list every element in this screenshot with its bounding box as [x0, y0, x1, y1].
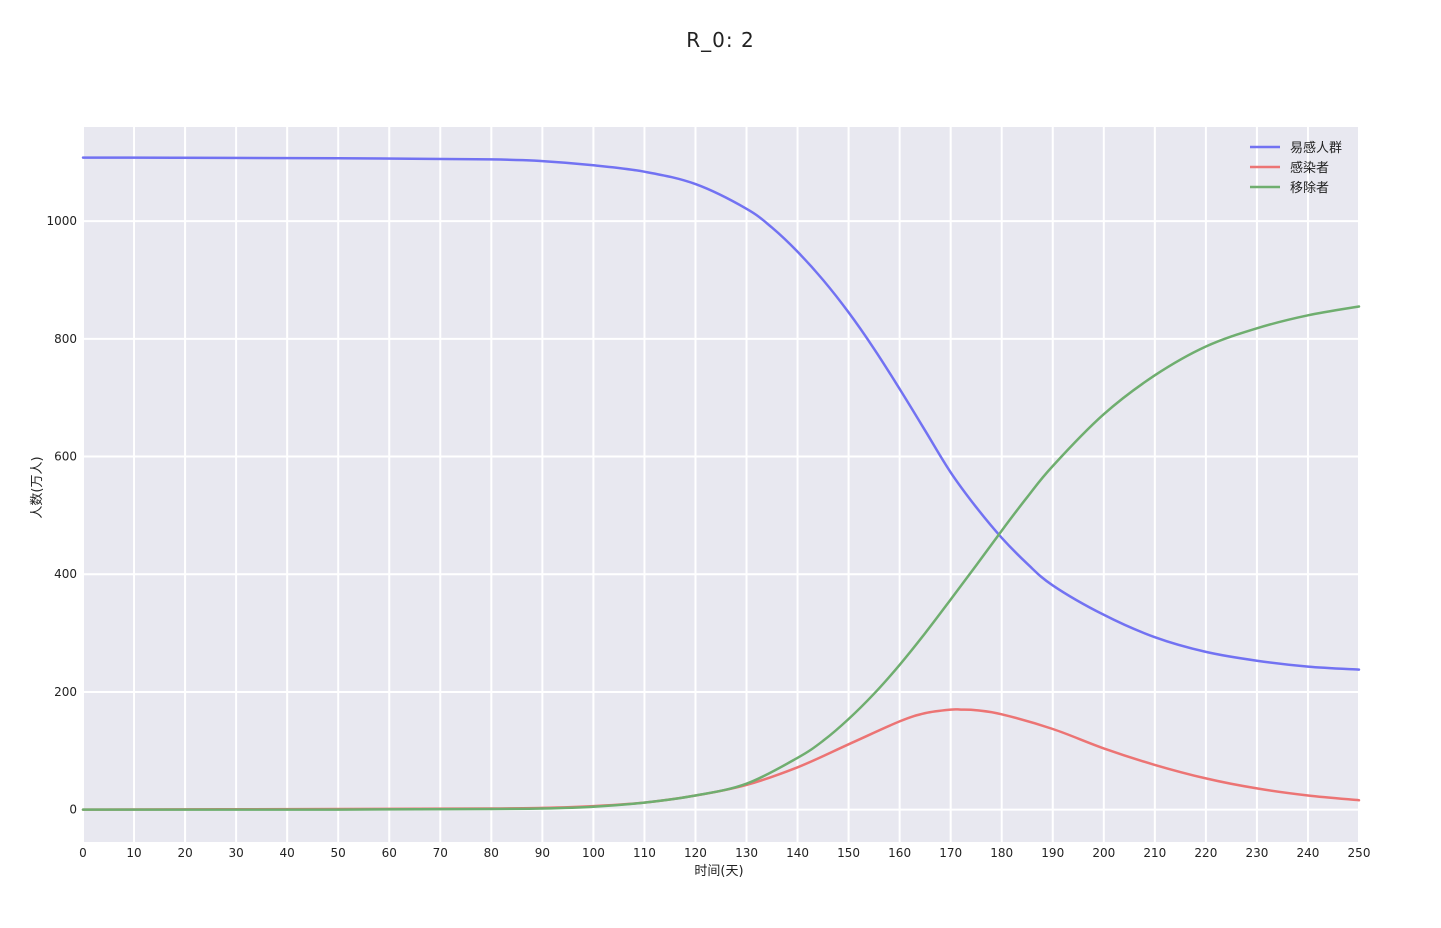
x-tick-label: 10: [126, 846, 141, 860]
x-tick-label: 80: [484, 846, 499, 860]
x-tick-label: 170: [939, 846, 962, 860]
x-tick-label: 130: [735, 846, 758, 860]
x-tick-label: 110: [633, 846, 656, 860]
y-tick-label: 0: [69, 803, 77, 817]
legend-label: 易感人群: [1290, 140, 1342, 156]
grid: [82, 127, 1360, 842]
x-tick-label: 180: [990, 846, 1013, 860]
x-tick-label: 40: [280, 846, 295, 860]
x-tick-label: 150: [837, 846, 860, 860]
x-tick-label: 210: [1143, 846, 1166, 860]
series-line-2: [81, 305, 1361, 811]
x-tick-label: 30: [228, 846, 243, 860]
y-tick-label: 400: [54, 567, 77, 581]
legend-label: 移除者: [1290, 181, 1329, 196]
x-tick-label: 220: [1194, 846, 1217, 860]
x-tick-label: 50: [331, 846, 346, 860]
x-tick-label: 70: [433, 846, 448, 860]
plot-area: [83, 127, 1359, 842]
series-lines: [81, 156, 1361, 811]
x-tick-label: 90: [535, 846, 550, 860]
x-tick-label: 120: [684, 846, 707, 860]
x-tick-label: 100: [582, 846, 605, 860]
y-tick-label: 800: [54, 332, 77, 346]
x-tick-label: 190: [1041, 846, 1064, 860]
x-tick-label: 250: [1348, 846, 1371, 860]
x-tick-label: 0: [79, 846, 87, 860]
x-tick-label: 230: [1245, 846, 1268, 860]
y-tick-label: 200: [54, 685, 77, 699]
x-tick-label: 160: [888, 846, 911, 860]
x-tick-label: 240: [1297, 846, 1320, 860]
legend-label: 感染者: [1290, 160, 1329, 176]
y-tick-label: 600: [54, 450, 77, 464]
y-tick-label: 1000: [46, 214, 77, 228]
y-axis-label: 人数(万人): [30, 456, 45, 518]
x-tick-label: 20: [177, 846, 192, 860]
x-tick-label: 200: [1092, 846, 1115, 860]
x-tick-label: 140: [786, 846, 809, 860]
x-axis-label: 时间(天): [694, 864, 743, 879]
series-line-0: [81, 156, 1361, 671]
x-tick-label: 60: [382, 846, 397, 860]
chart-title: R_0: 2: [686, 28, 755, 52]
tick-labels: 0 10 20 30 40 50 60 70 80 90 100 110 120 130 140 150 160…: [46, 214, 1370, 860]
